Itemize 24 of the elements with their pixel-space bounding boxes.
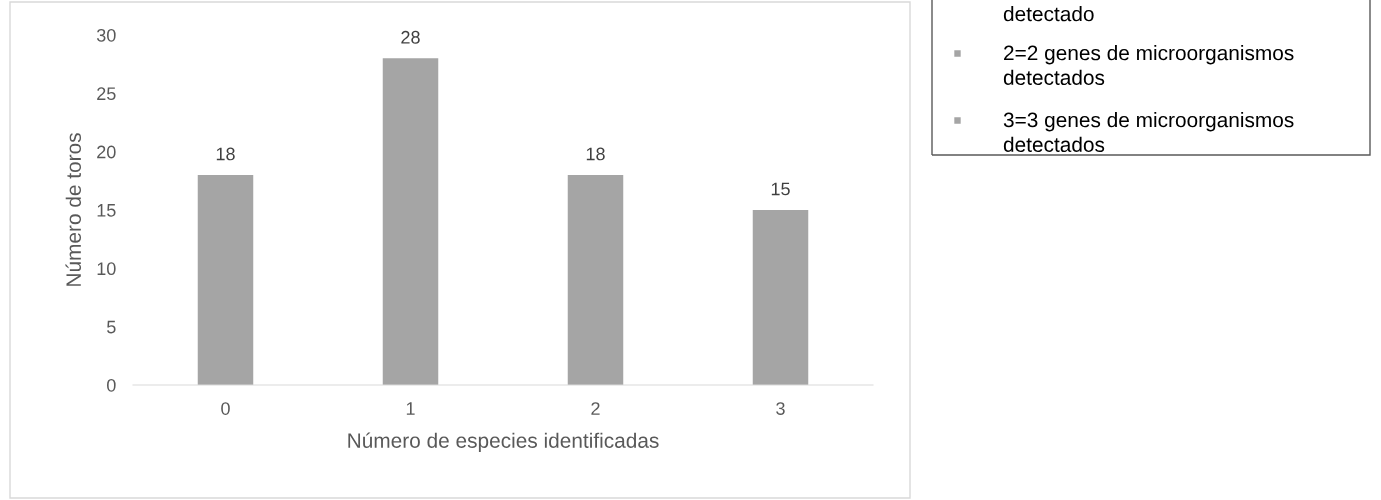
bar	[382, 58, 439, 385]
bar	[567, 175, 624, 385]
data-label: 15	[771, 182, 790, 196]
y-tick-label: 25	[97, 87, 116, 101]
bar	[197, 175, 254, 385]
data-label: 18	[586, 147, 605, 161]
y-axis-title: Número de toros	[65, 133, 82, 286]
text: 2=2 genes de microorganismos detectados	[1003, 45, 1294, 86]
y-tick-label: 10	[97, 262, 116, 276]
x-tick-label: 2	[591, 402, 600, 415]
x-tick-label: 1	[406, 402, 415, 415]
y-tick-label: 5	[107, 320, 116, 334]
y-tick-label: 15	[97, 204, 116, 217]
y-tick-label: 0	[107, 378, 116, 392]
x-axis-title: Número de especies identificadas	[348, 432, 659, 453]
x-tick-label: 0	[221, 402, 230, 415]
y-tick-label: 30	[96, 28, 116, 42]
y-tick-label: 20	[97, 145, 116, 159]
data-label: 28	[401, 30, 420, 44]
text: detectado	[1003, 6, 1094, 22]
bar	[752, 210, 809, 385]
text: 3=3 genes de microorganismos detectados	[1003, 112, 1294, 153]
data-label: 18	[216, 147, 235, 161]
x-tick-label: 3	[776, 402, 785, 415]
